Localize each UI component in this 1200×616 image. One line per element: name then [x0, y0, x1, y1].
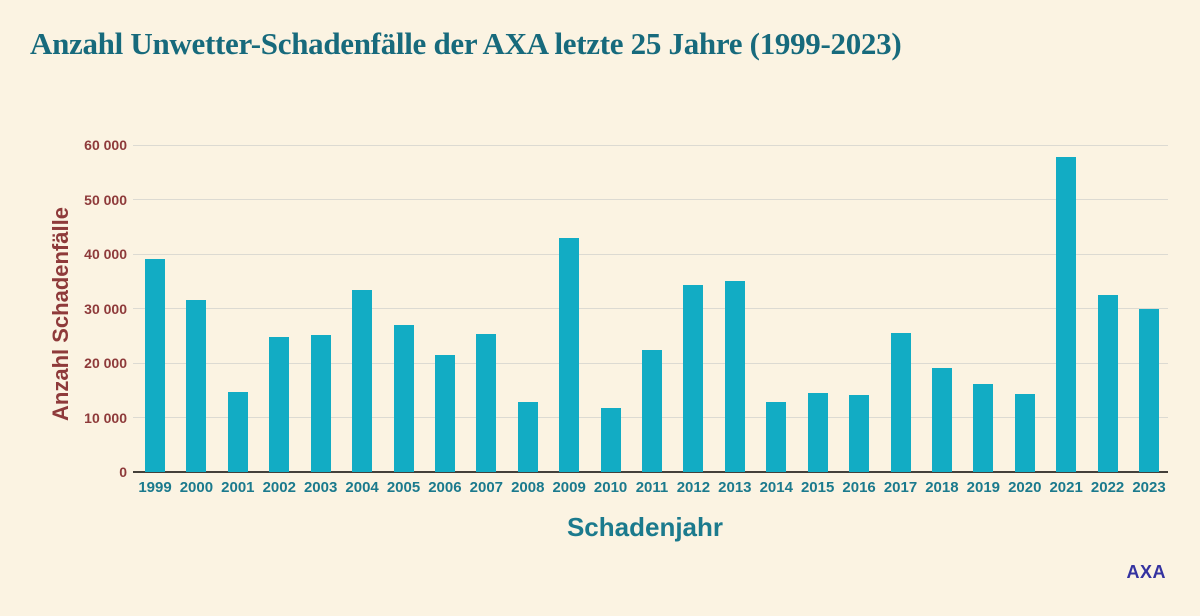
bar-2011 [642, 349, 662, 472]
x-tick-label-2013: 2013 [718, 479, 752, 496]
bar-2021 [1056, 157, 1077, 472]
bar-2016 [849, 395, 870, 472]
gridline-30000 [133, 308, 1168, 309]
bar-2013 [724, 281, 745, 472]
x-tick-label-2000: 2000 [179, 479, 214, 496]
axa-logo: AXA [1126, 562, 1166, 582]
bar-2007 [476, 334, 497, 472]
chart-title: Anzahl Unwetter-Schadenfälle der AXA let… [30, 26, 902, 61]
x-tick-label-2012: 2012 [676, 479, 711, 496]
y-tick-label-10000: 10 000 [84, 409, 127, 426]
y-tick-label-40000: 40 000 [84, 246, 127, 262]
bar-2010 [600, 408, 621, 472]
bar-2015 [807, 392, 828, 472]
x-tick-label-2018: 2018 [925, 479, 959, 496]
bar-2008 [517, 402, 538, 472]
bar-2020 [1014, 393, 1035, 472]
x-tick-label-2014: 2014 [759, 479, 793, 496]
x-tick-label-2016: 2016 [842, 479, 876, 496]
bar-2017 [890, 333, 911, 472]
y-tick-label-30000: 30 000 [84, 300, 127, 317]
x-tick-label-2008: 2008 [511, 479, 545, 496]
x-tick-label-2002: 2002 [262, 479, 296, 496]
x-tick-label-2004: 2004 [345, 479, 379, 496]
gridline-40000 [133, 253, 1168, 255]
x-tick-label-2023: 2023 [1132, 479, 1166, 496]
x-tick-label-2009: 2009 [552, 479, 586, 496]
x-tick-label-2015: 2015 [800, 479, 835, 496]
gridline-60000 [133, 144, 1168, 146]
bar-2002 [269, 337, 290, 472]
x-tick-label-2003: 2003 [303, 479, 338, 496]
x-tick-label-2005: 2005 [386, 479, 421, 496]
gridline-50000 [133, 199, 1168, 200]
bar-2019 [973, 383, 994, 472]
bar-2001 [227, 391, 248, 472]
x-tick-label-2021: 2021 [1049, 479, 1083, 496]
x-tick-label-2011: 2011 [635, 479, 669, 496]
x-tick-label-2020: 2020 [1008, 479, 1042, 496]
bar-2012 [683, 284, 704, 472]
x-axis-line [133, 471, 1168, 473]
y-tick-label-0: 0 [119, 464, 127, 480]
y-tick-label-50000: 50 000 [84, 191, 127, 208]
y-tick-label-20000: 20 000 [84, 355, 127, 371]
x-tick-label-2001: 2001 [221, 479, 255, 496]
x-tick-label-2022: 2022 [1090, 479, 1125, 496]
x-tick-label-2007: 2007 [469, 479, 504, 496]
bar-2006 [434, 354, 455, 472]
bar-2022 [1097, 294, 1118, 472]
bar-1999 [145, 259, 165, 472]
x-tick-label-2006: 2006 [428, 479, 462, 496]
x-tick-label-2010: 2010 [593, 479, 628, 496]
x-tick-label-1999: 1999 [138, 479, 172, 496]
bar-2003 [310, 335, 331, 472]
bar-2018 [931, 367, 952, 472]
bar-2004 [352, 289, 373, 472]
bar-2014 [766, 402, 787, 472]
bar-2023 [1139, 309, 1159, 472]
bar-2009 [559, 238, 580, 472]
x-tick-label-2019: 2019 [966, 479, 1001, 496]
x-axis-title: Schadenjahr [566, 512, 724, 542]
x-tick-label-2017: 2017 [883, 479, 918, 496]
bar-2005 [393, 324, 414, 472]
plot-area [133, 144, 1168, 473]
bar-2000 [186, 300, 207, 472]
y-tick-label-60000: 60 000 [84, 137, 127, 153]
